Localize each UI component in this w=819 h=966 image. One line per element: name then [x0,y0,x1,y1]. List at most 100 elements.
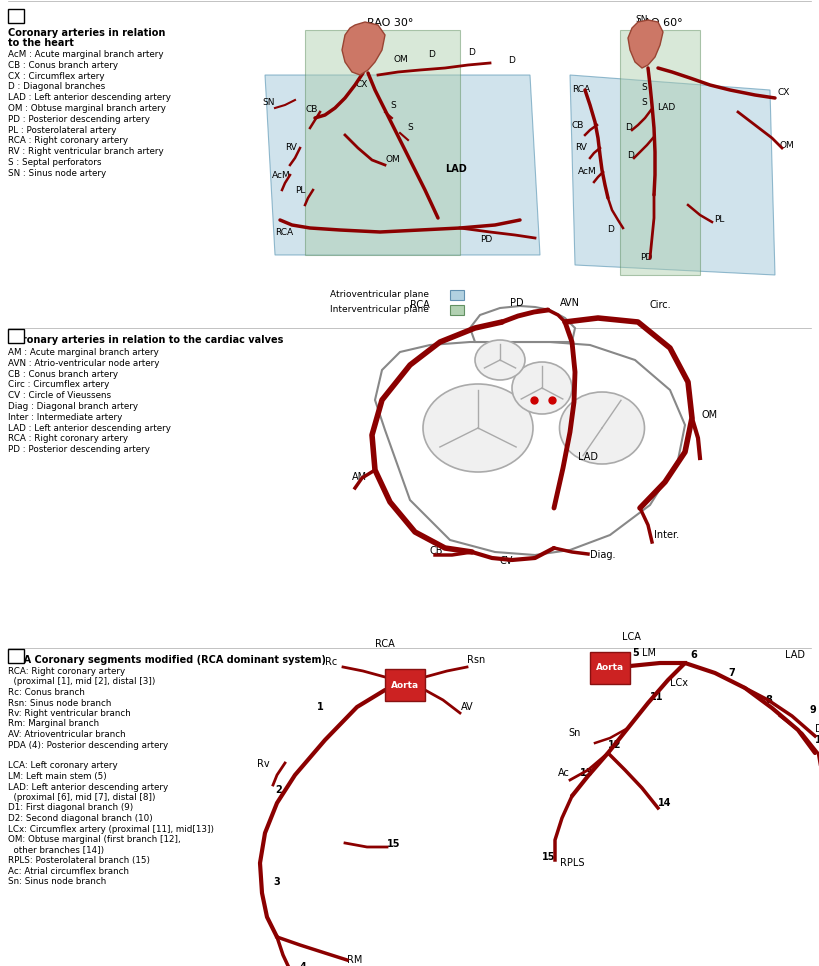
Text: 13: 13 [580,768,594,778]
Text: CX : Circumflex artery: CX : Circumflex artery [8,71,105,80]
Ellipse shape [475,340,525,380]
Text: RCA: RCA [410,300,430,310]
Text: Rsn: Rsn [467,655,485,665]
Text: CB: CB [305,105,318,114]
Text: AVN: AVN [560,298,580,308]
Text: Inter : Intermediate artery: Inter : Intermediate artery [8,412,122,422]
Text: AV: Atrioventricular branch: AV: Atrioventricular branch [8,730,125,739]
Polygon shape [375,342,685,555]
Text: A: A [11,11,20,21]
Text: PD : Posterior descending artery: PD : Posterior descending artery [8,115,150,124]
Text: PD: PD [640,253,652,262]
Text: OM: OM [393,55,408,64]
Text: Coronary arteries in relation to the cardiac valves: Coronary arteries in relation to the car… [8,335,283,345]
Text: SN: SN [262,98,274,107]
Text: Sn: Sn [568,728,581,738]
Text: PL : Posterolateral artery: PL : Posterolateral artery [8,126,116,134]
Text: Circ : Circumflex artery: Circ : Circumflex artery [8,381,109,389]
Text: Coronary arteries in relation: Coronary arteries in relation [8,28,165,38]
Text: OM: Obtuse marginal (first branch [12],: OM: Obtuse marginal (first branch [12], [8,835,181,844]
Text: D: D [508,56,515,65]
Text: Ac: Atrial circumflex branch: Ac: Atrial circumflex branch [8,867,129,875]
Text: LAO 60°: LAO 60° [637,18,683,28]
Text: SN: SN [635,15,648,24]
Text: 15: 15 [542,852,555,862]
Text: S: S [641,83,647,92]
Text: PD: PD [480,235,492,244]
Text: OM: OM [702,410,718,420]
Text: other branches [14]): other branches [14]) [8,845,104,855]
Text: AVN : Atrio-ventricular node artery: AVN : Atrio-ventricular node artery [8,358,160,368]
Polygon shape [265,75,540,255]
Text: LAD: LAD [445,164,467,174]
Text: RV : Right ventricular branch artery: RV : Right ventricular branch artery [8,147,164,156]
Text: Ac: Ac [558,768,570,778]
Text: LCx: Circumflex artery (proximal [11], mid[13]): LCx: Circumflex artery (proximal [11], m… [8,825,214,834]
Text: D1: D1 [815,724,819,734]
Text: Atrioventricular plane: Atrioventricular plane [330,290,429,299]
Text: D1: First diagonal branch (9): D1: First diagonal branch (9) [8,804,133,812]
Text: AM : Acute marginal branch artery: AM : Acute marginal branch artery [8,348,159,357]
Bar [450,290,464,300]
Text: Aorta: Aorta [596,664,624,672]
Text: CV: CV [500,556,514,566]
Text: LM: LM [642,648,656,658]
Bar [450,305,464,315]
Text: RPLS: RPLS [560,858,585,868]
Text: S: S [641,98,647,107]
Text: S: S [407,123,413,132]
Text: S: S [390,101,396,110]
Text: LCA: Left coronary artery: LCA: Left coronary artery [8,761,118,771]
Ellipse shape [512,362,572,414]
Polygon shape [620,30,700,275]
Text: RPLS: Posterolateral branch (15): RPLS: Posterolateral branch (15) [8,856,150,865]
Text: Rv: Right ventricular branch: Rv: Right ventricular branch [8,709,131,718]
Text: 5: 5 [632,648,639,658]
Text: LAD : Left anterior descending artery: LAD : Left anterior descending artery [8,424,171,433]
Text: 2: 2 [275,785,282,795]
Text: D: D [625,123,632,132]
Text: AcM : Acute marginal branch artery: AcM : Acute marginal branch artery [8,50,164,59]
Text: RV: RV [285,143,296,152]
Text: 14: 14 [658,798,672,808]
Text: D: D [607,225,614,234]
Bar [8,649,24,663]
Text: Rsn: Sinus node branch: Rsn: Sinus node branch [8,698,111,707]
Text: LM: Left main stem (5): LM: Left main stem (5) [8,772,106,781]
Text: LAD : Left anterior descending artery: LAD : Left anterior descending artery [8,93,171,102]
Text: 8: 8 [765,695,771,705]
Text: 15: 15 [387,839,400,849]
Text: 9: 9 [810,705,817,715]
Text: D: D [468,48,475,57]
Text: Circ.: Circ. [650,300,672,310]
Text: RCA: Right coronary artery: RCA: Right coronary artery [8,667,125,676]
Text: (proximal [6], mid [7], distal [8]): (proximal [6], mid [7], distal [8]) [8,793,156,802]
Text: Rc: Conus branch: Rc: Conus branch [8,688,85,697]
Ellipse shape [423,384,533,472]
Text: (proximal [1], mid [2], distal [3]): (proximal [1], mid [2], distal [3]) [8,677,156,687]
Text: C: C [12,651,20,661]
Text: LAD: Left anterior descending artery: LAD: Left anterior descending artery [8,782,168,791]
Text: 12: 12 [608,740,622,750]
Text: 6: 6 [690,650,697,660]
Bar [8,9,24,23]
Text: Sn: Sinus node branch: Sn: Sinus node branch [8,877,106,886]
Polygon shape [628,20,663,68]
Text: PD: PD [510,298,523,308]
Text: RCA: RCA [572,85,590,94]
Text: 3: 3 [273,877,280,887]
Bar [385,669,425,701]
Text: Rc: Rc [325,657,337,667]
Text: Interventricular plane: Interventricular plane [330,305,429,314]
Text: CV : Circle of Vieussens: CV : Circle of Vieussens [8,391,111,400]
Text: Inter.: Inter. [654,530,679,540]
Text: 7: 7 [728,668,735,678]
Text: LCA: LCA [622,632,641,642]
Text: RCA: RCA [375,639,395,649]
Text: AcM: AcM [578,167,597,176]
Text: PD : Posterior descending artery: PD : Posterior descending artery [8,445,150,454]
Text: RCA : Right coronary artery: RCA : Right coronary artery [8,136,128,146]
Text: OM: OM [385,155,400,164]
Text: RCA: RCA [275,228,293,237]
Text: D2: Second diagonal branch (10): D2: Second diagonal branch (10) [8,814,153,823]
